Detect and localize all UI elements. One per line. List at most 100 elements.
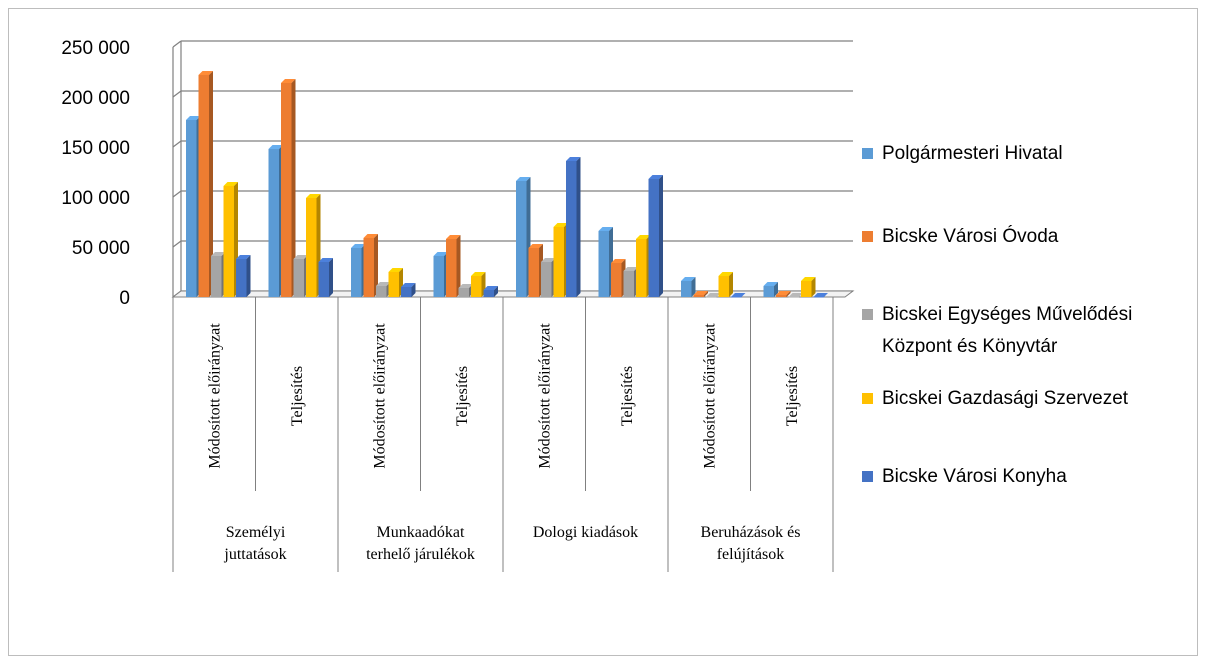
bar-top bbox=[363, 234, 378, 238]
bar-side bbox=[494, 286, 498, 297]
y-tick-label: 150 000 bbox=[61, 138, 130, 159]
category-label: Teljesítés bbox=[454, 366, 471, 426]
group-label: Munkaadókat bbox=[377, 524, 466, 541]
gridline-side bbox=[172, 240, 182, 248]
bar bbox=[788, 297, 799, 298]
gridline-side bbox=[172, 90, 182, 98]
bar bbox=[801, 281, 812, 297]
bar-side bbox=[786, 291, 791, 297]
bar-top bbox=[623, 267, 638, 271]
bar-top bbox=[198, 71, 213, 75]
legend-swatch bbox=[862, 393, 873, 404]
bar bbox=[223, 186, 234, 297]
bar-top bbox=[211, 252, 226, 256]
group-label: terhelő járulékok bbox=[366, 546, 475, 563]
bar bbox=[433, 256, 444, 297]
legend-swatch bbox=[862, 231, 873, 242]
bar bbox=[763, 286, 774, 297]
bar bbox=[483, 290, 494, 297]
bar-side bbox=[576, 157, 581, 297]
category-label: Módosított előirányzat bbox=[536, 323, 553, 469]
bar-side bbox=[374, 234, 378, 297]
category-label: Módosított előirányzat bbox=[371, 323, 388, 469]
legend-swatch bbox=[862, 148, 873, 159]
bar-top bbox=[388, 268, 403, 272]
bar-top bbox=[776, 291, 791, 295]
bar-top bbox=[813, 293, 828, 297]
bar bbox=[636, 239, 647, 297]
legend-swatch bbox=[862, 309, 873, 320]
bar bbox=[718, 276, 729, 297]
bar-top bbox=[268, 145, 283, 149]
legend-swatch bbox=[862, 471, 873, 482]
bar-top bbox=[681, 277, 696, 281]
bar bbox=[566, 161, 577, 297]
bar-side bbox=[456, 235, 461, 297]
bar bbox=[528, 248, 539, 297]
bar-top bbox=[731, 293, 746, 297]
bar bbox=[446, 239, 457, 297]
bar-side bbox=[704, 291, 708, 297]
y-tick-label: 100 000 bbox=[61, 188, 130, 209]
bar-top bbox=[611, 259, 626, 263]
bar bbox=[681, 281, 692, 297]
gridline-side bbox=[172, 40, 182, 48]
bar-top bbox=[318, 258, 333, 262]
bar-top bbox=[693, 291, 708, 295]
bar bbox=[731, 297, 742, 298]
bar-top bbox=[648, 175, 663, 179]
legend-label: Bicskei Gazdasági Szervezet bbox=[882, 388, 1129, 409]
gridline-side bbox=[172, 190, 182, 198]
category-label: Módosított előirányzat bbox=[206, 323, 223, 469]
bar bbox=[813, 297, 824, 298]
bar bbox=[186, 120, 197, 297]
bar bbox=[351, 248, 362, 297]
y-tick-label: 50 000 bbox=[72, 238, 130, 259]
bar-top bbox=[223, 182, 238, 186]
bar-top bbox=[186, 116, 201, 120]
bar bbox=[236, 259, 247, 297]
group-label: Személyi bbox=[226, 524, 286, 541]
bar-top bbox=[566, 157, 581, 161]
bar-top bbox=[483, 286, 498, 290]
bar-side bbox=[411, 283, 416, 297]
bar-side bbox=[209, 71, 213, 297]
bar-side bbox=[729, 272, 733, 297]
bar-top bbox=[553, 223, 568, 227]
bar bbox=[281, 83, 292, 297]
group-label: felújítások bbox=[717, 546, 785, 563]
bar-side bbox=[659, 175, 663, 297]
bar bbox=[376, 286, 387, 297]
y-tick-label: 0 bbox=[119, 288, 130, 309]
bar-top bbox=[293, 255, 308, 259]
bar-side bbox=[691, 277, 696, 297]
bar bbox=[541, 262, 552, 297]
bar-top bbox=[376, 282, 391, 286]
bar bbox=[401, 287, 412, 297]
bar-top bbox=[598, 227, 613, 231]
bar bbox=[598, 231, 609, 297]
bar bbox=[198, 75, 209, 297]
y-tick-label: 200 000 bbox=[61, 88, 130, 109]
legend-label: Bicske Városi Konyha bbox=[882, 466, 1067, 487]
bar bbox=[648, 179, 659, 297]
legend-label: Bicske Városi Óvoda bbox=[882, 225, 1059, 247]
bar bbox=[388, 272, 399, 297]
bar-top bbox=[401, 283, 416, 287]
bar bbox=[611, 263, 622, 297]
legend-label: Központ és Könyvtár bbox=[882, 336, 1058, 357]
bar bbox=[553, 227, 564, 297]
category-label: Teljesítés bbox=[784, 366, 801, 426]
bar-top bbox=[706, 293, 721, 297]
category-label: Teljesítés bbox=[619, 366, 636, 426]
bar bbox=[471, 276, 482, 297]
bar-top bbox=[458, 284, 473, 288]
bar-top bbox=[351, 244, 366, 248]
bar bbox=[363, 238, 374, 297]
legend-label: Polgármesteri Hivatal bbox=[882, 143, 1063, 164]
bar-top bbox=[281, 79, 296, 83]
bar-top bbox=[528, 244, 543, 248]
group-label: juttatások bbox=[223, 546, 286, 563]
bar bbox=[693, 295, 704, 297]
